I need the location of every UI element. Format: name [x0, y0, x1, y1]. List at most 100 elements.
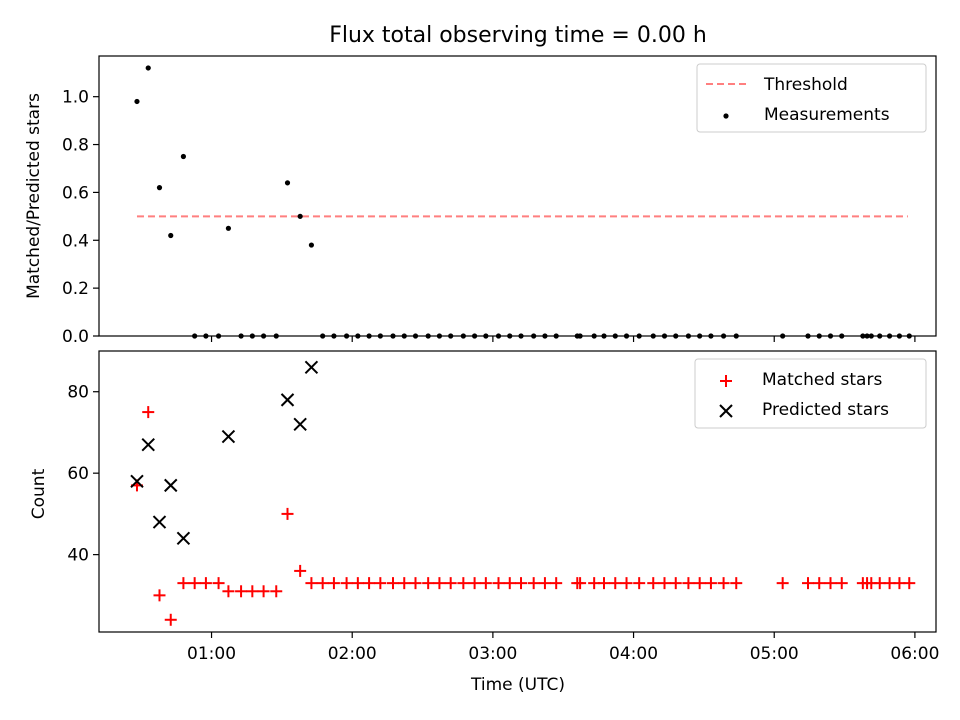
matched-stars-point	[776, 577, 789, 590]
matched-stars-point	[212, 577, 225, 590]
measurement-point	[436, 333, 443, 339]
matched-stars-point	[409, 577, 422, 590]
top-y-tick-label: 0.6	[62, 183, 89, 203]
measurement-point	[612, 333, 618, 339]
top-y-tick-label: 0.2	[62, 279, 89, 299]
matched-stars-point	[647, 577, 660, 590]
matched-stars-point	[574, 577, 587, 590]
measurement-point	[425, 333, 431, 339]
bottom-y-tick-label: 60	[67, 464, 89, 484]
measurement-point	[685, 333, 692, 339]
measurement-point	[343, 333, 350, 339]
measurement-point	[720, 333, 727, 339]
measurement-point	[390, 333, 396, 339]
top-y-tick-label: 0.4	[62, 231, 89, 251]
measurement-point	[864, 333, 870, 339]
matched-stars-point	[609, 577, 622, 590]
top-y-axis-label: Matched/Predicted stars	[24, 93, 44, 299]
matched-stars-point	[492, 577, 505, 590]
matched-stars-point	[704, 577, 717, 590]
measurement-point	[531, 333, 537, 339]
top-legend-box	[696, 63, 927, 133]
legend-matched-label: Matched stars	[762, 370, 882, 390]
bottom-y-axis: 40 60 80	[67, 383, 99, 566]
measurement-point	[203, 333, 209, 339]
measurement-point	[366, 333, 372, 339]
matched-stars-point	[374, 577, 387, 590]
measurement-point	[260, 333, 267, 339]
top-x-ticks	[210, 336, 916, 342]
measurement-point	[518, 333, 524, 339]
matched-stars-point	[538, 577, 551, 590]
measurement-point	[308, 242, 315, 248]
legend-threshold-label: Threshold	[763, 75, 848, 95]
matched-stars-point	[824, 577, 837, 590]
bottom-y-tick-label: 80	[67, 383, 89, 403]
matched-stars-point	[316, 577, 329, 590]
measurement-point	[839, 333, 845, 339]
top-panel: 0.0 0.2 0.4 0.6 0.8 1.0 Matched/Predicted sta…	[24, 55, 937, 347]
measurement-point	[238, 333, 244, 339]
measurement-point	[591, 333, 597, 339]
matched-stars-point	[457, 577, 470, 590]
matched-stars-point	[398, 577, 411, 590]
matched-stars-point	[503, 577, 516, 590]
measurement-point	[896, 333, 903, 339]
measurement-point	[168, 232, 174, 239]
measurement-point	[225, 225, 232, 231]
bottom-panel: 40 60 80 01:00 02:00 03:00 04:00 05:00 06:00 Co…	[29, 350, 939, 695]
matched-stars-point	[246, 585, 259, 598]
matched-stars-point	[658, 577, 671, 590]
matched-stars-point	[444, 577, 457, 590]
matched-stars-point	[188, 577, 201, 590]
measurement-point	[134, 98, 140, 105]
matched-stars-point	[682, 577, 695, 590]
matched-stars-point	[363, 577, 376, 590]
top-y-axis: 0.0 0.2 0.4 0.6 0.8 1.0	[62, 88, 99, 347]
matched-stars-point	[468, 577, 481, 590]
matched-stars-point	[835, 577, 848, 590]
measurements-series	[134, 65, 912, 339]
matched-stars-point	[387, 577, 400, 590]
x-tick-label: 05:00	[750, 644, 799, 664]
matched-stars-point	[305, 577, 318, 590]
matched-stars-point	[717, 577, 730, 590]
measurement-point	[331, 333, 337, 339]
legend-predicted-swatch	[719, 404, 733, 418]
measurement-point	[156, 185, 163, 191]
measurement-point	[297, 213, 303, 219]
matched-stars-point	[177, 577, 190, 590]
top-y-tick-label: 1.0	[62, 88, 89, 108]
measurement-point	[623, 333, 630, 339]
matched-stars-point	[598, 577, 611, 590]
bottom-x-axis: 01:00 02:00 03:00 04:00 05:00 06:00	[187, 632, 939, 664]
bottom-legend-box	[694, 358, 927, 429]
predicted-stars-point	[176, 531, 191, 546]
measurement-point	[460, 333, 466, 339]
predicted-stars-point	[293, 417, 307, 432]
measurement-point	[180, 153, 187, 160]
matched-stars-point	[515, 577, 528, 590]
measurement-point	[733, 333, 739, 339]
measurement-point	[697, 333, 703, 339]
predicted-stars-point	[221, 429, 236, 444]
measurement-point	[192, 333, 198, 339]
x-tick-label: 06:00	[890, 644, 939, 664]
measurement-point	[650, 333, 656, 339]
measurement-point	[507, 333, 513, 339]
matched-stars-point	[903, 577, 916, 590]
top-plot-frame	[98, 55, 937, 337]
measurement-point	[601, 333, 607, 339]
x-tick-label: 02:00	[328, 644, 377, 664]
measurement-point	[816, 333, 822, 339]
measurement-point	[377, 333, 383, 339]
matched-stars-point	[527, 577, 540, 590]
measurement-point	[273, 333, 279, 339]
bottom-y-tick-label: 40	[67, 546, 89, 566]
matched-stars-point	[351, 577, 364, 590]
measurement-point	[577, 333, 583, 339]
measurement-point	[886, 333, 893, 339]
legend-measurements-label: Measurements	[764, 105, 890, 125]
x-axis-label: Time (UTC)	[470, 675, 565, 695]
measurement-point	[320, 333, 326, 339]
